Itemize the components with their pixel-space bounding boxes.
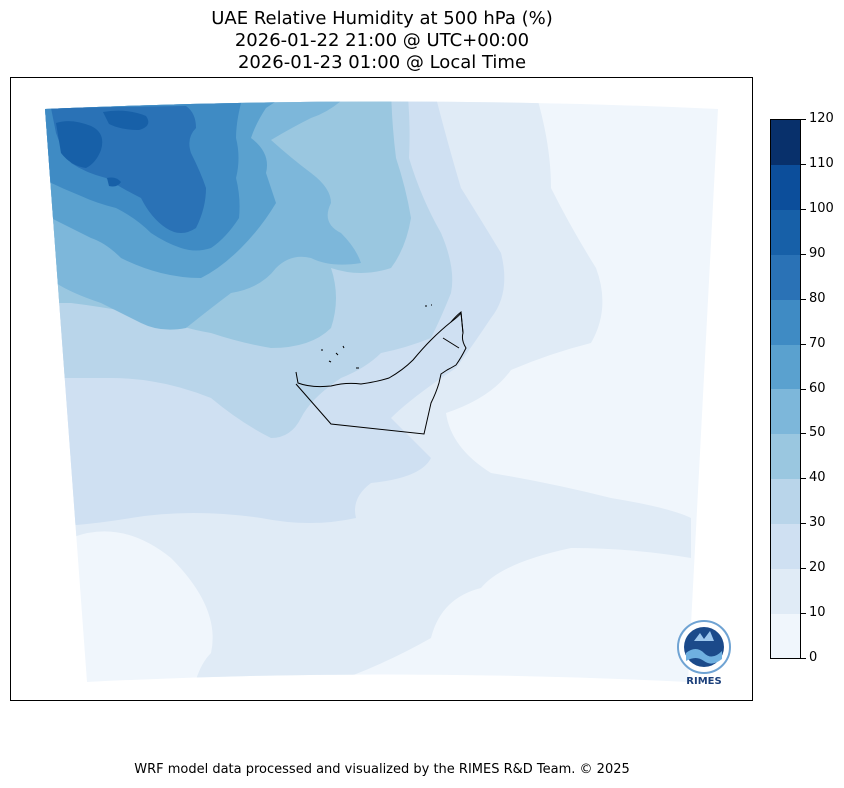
colorbar-tick-label: 100: [809, 200, 834, 216]
colorbar-segment: [771, 344, 800, 390]
colorbar-segment: [771, 568, 800, 614]
colorbar-tick-mark: [801, 343, 806, 345]
colorbar-tick-label: 30: [809, 515, 826, 531]
colorbar-tick-mark: [801, 253, 806, 255]
utc-time-subtitle: 2026-01-22 21:00 @ UTC+00:00: [234, 30, 530, 51]
uae-borders: [295, 304, 467, 435]
colorbar-tick-mark: [801, 523, 806, 525]
colorbar-tick-label: 80: [809, 290, 826, 306]
colorbar-tick-mark: [801, 613, 806, 615]
colorbar-tick-label: 120: [809, 111, 834, 126]
colorbar-tick-mark: [801, 388, 806, 390]
colorbar-tick-label: 60: [809, 380, 826, 396]
colorbar-tick-mark: [801, 298, 806, 300]
contour-90-100-north: [103, 110, 149, 130]
footer-credit: WRF model data processed and visualized …: [134, 762, 630, 777]
colorbar-tick-label: 10: [809, 605, 826, 621]
uae-border-outline: [295, 311, 467, 435]
colorbar-segment: [771, 299, 800, 345]
colorbar-tick-label: 110: [809, 155, 834, 171]
colorbar-tick-label: 0: [809, 650, 818, 665]
local-time-subtitle: 2026-01-23 01:00 @ Local Time: [237, 52, 527, 73]
map-title: UAE Relative Humidity at 500 hPa (%): [211, 8, 553, 29]
colorbar-tick-mark: [801, 478, 806, 480]
colorbar-segment: [771, 389, 800, 435]
humidity-contours: [45, 101, 718, 682]
colorbar-segment: [771, 478, 800, 524]
colorbar-tick-label: 40: [809, 470, 826, 486]
colorbar-tick-mark: [801, 568, 806, 570]
colorbar-tick-label: 90: [809, 245, 826, 261]
contour-90-100-patch: [107, 177, 121, 187]
rimes-logo-icon: [677, 620, 731, 674]
colorbar-segment: [771, 120, 800, 166]
colorbar-tick-mark: [801, 433, 806, 435]
rimes-logo-text: RIMES: [686, 676, 722, 687]
colorbar-segment: [771, 254, 800, 300]
humidity-map: [45, 101, 718, 682]
colorbar-segment: [771, 433, 800, 480]
uae-islands: [321, 304, 432, 369]
colorbar-tick-label: 70: [809, 335, 826, 351]
colorbar-segment: [771, 164, 800, 211]
colorbar-segment: [771, 209, 800, 255]
colorbar: [770, 119, 801, 659]
colorbar-tick-mark: [801, 163, 806, 165]
rimes-logo: RIMES: [674, 619, 734, 691]
colorbar-tick-label: 20: [809, 560, 826, 576]
uae-east-coast: [442, 311, 464, 349]
colorbar-segment: [771, 523, 800, 569]
colorbar-segment: [771, 613, 800, 659]
colorbar-tick-label: 50: [809, 425, 826, 441]
colorbar-tick-mark: [801, 119, 806, 120]
colorbar-tick-mark: [801, 208, 806, 210]
colorbar-tick-mark: [801, 658, 806, 659]
map-frame: RIMES: [10, 77, 753, 701]
contour-90-100: [56, 121, 103, 168]
